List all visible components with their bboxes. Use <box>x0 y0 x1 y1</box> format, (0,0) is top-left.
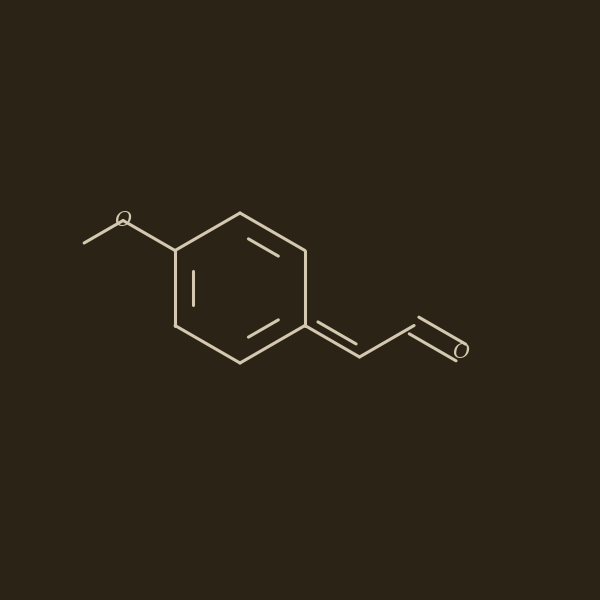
Text: O: O <box>115 211 131 230</box>
Text: O: O <box>452 343 469 362</box>
